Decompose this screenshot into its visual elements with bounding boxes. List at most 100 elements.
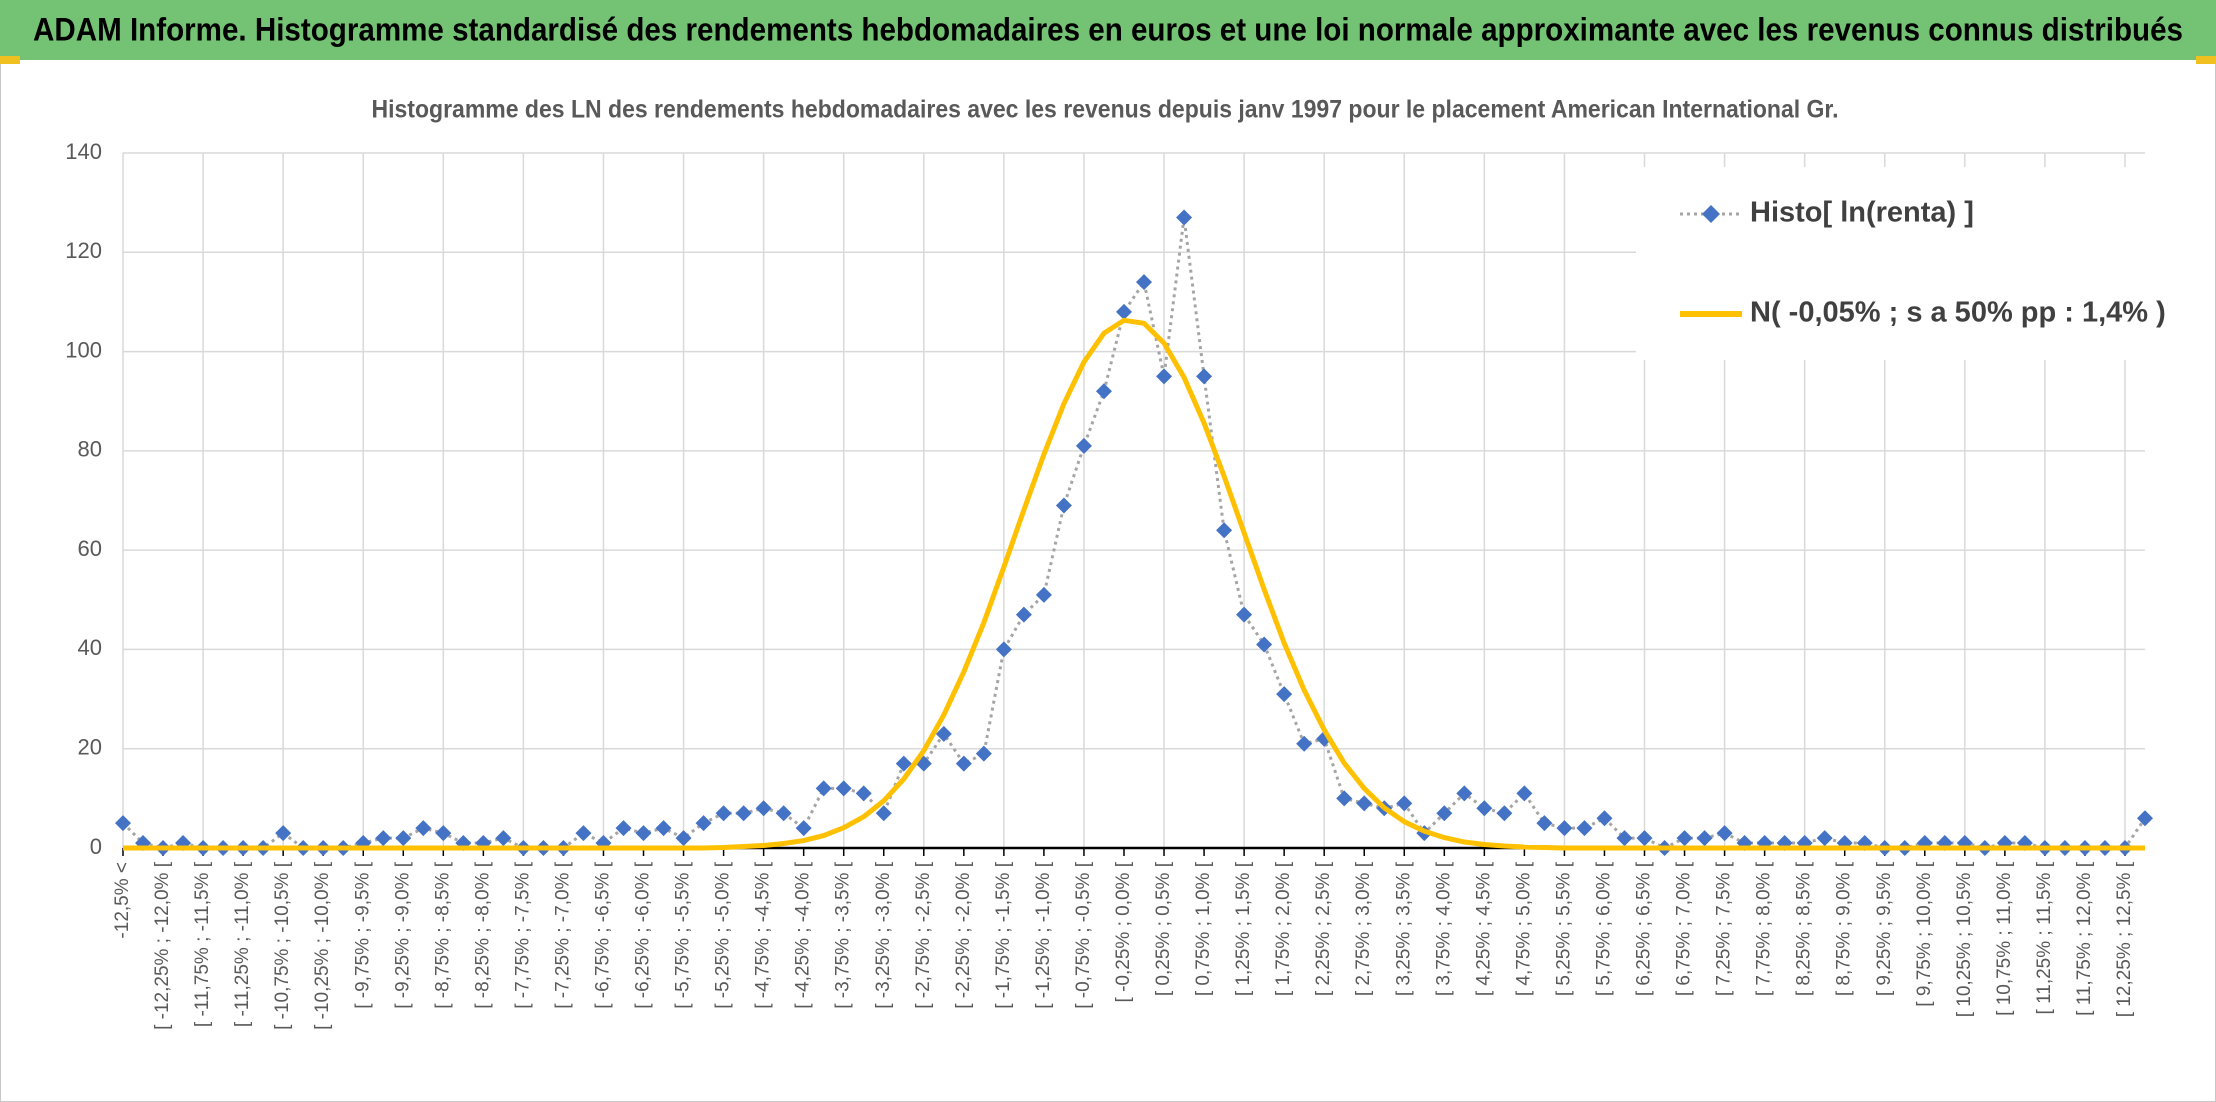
point [2137,810,2153,827]
point [795,820,812,837]
point [615,820,632,837]
point [1676,830,1693,847]
x-tick-label: [ 2,75% ; 3,0% [ [1353,861,1374,996]
point [1075,437,1092,454]
x-tick-label: -12,5% < [112,862,133,939]
point [115,815,131,832]
y-tick-label: 40 [78,635,102,660]
x-tick-label: [ 0,75% ; 1,0% [ [1193,861,1214,996]
point [1176,209,1193,226]
point [1276,686,1293,703]
x-tick-label: [ 11,75% ; 12,0% [ [2074,861,2095,1016]
point [1596,810,1613,827]
point [955,755,972,772]
x-tick-label: [ -12,25% ; -12,0% [ [152,861,173,1030]
x-tick-label: [ -4,25% ; -4,0% [ [793,861,814,1009]
x-tick-label: [ 7,75% ; 8,0% [ [1754,861,1775,996]
chart-title: Histogramme des LN des rendements hebdom… [372,96,1839,124]
x-tick-label: [ 4,75% ; 5,0% [ [1513,861,1534,996]
point [1576,820,1593,837]
point [1436,805,1453,822]
x-tick-label: [ -0,25% ; 0,0% [ [1113,861,1134,1002]
point [435,825,452,842]
point [675,830,692,847]
legend-label: N( -0,05% ; s a 50% pp : 1,4% ) [1750,297,2166,329]
x-tick-label: [ 8,25% ; 8,5% [ [1794,861,1815,996]
x-tick-label: [ -5,25% ; -5,0% [ [713,861,734,1009]
legend-box [1636,167,2204,360]
point [715,805,732,822]
point [975,745,992,762]
x-tick-label: [ -8,25% ; -8,0% [ [472,861,493,1009]
y-tick-label: 20 [78,735,102,760]
x-tick-label: [ -9,25% ; -9,0% [ [392,861,413,1009]
x-tick-label: [ -5,75% ; -5,5% [ [673,861,694,1009]
point [575,825,592,842]
x-tick-label: [ 1,75% ; 2,0% [ [1273,861,1294,996]
y-tick-label: 120 [65,238,102,263]
x-tick-label: [ -3,75% ; -3,5% [ [833,861,854,1009]
point [695,815,712,832]
x-tick-label: [ -2,75% ; -2,5% [ [913,861,934,1009]
header-bar [0,0,2216,60]
point [655,820,672,837]
point [1216,522,1233,539]
point [1336,790,1353,807]
corner [2196,56,2216,64]
point [635,825,652,842]
point [1035,586,1052,603]
x-tick-label: [ 12,25% ; 12,5% [ [2114,861,2135,1017]
x-tick-label: [ 5,75% ; 6,0% [ [1593,861,1614,996]
x-tick-label: [ -6,25% ; -6,0% [ [633,861,654,1009]
point [1556,820,1573,837]
x-tick-label: [ 5,25% ; 5,5% [ [1553,861,1574,996]
x-tick-label: [ -11,75% ; -11,5% [ [192,861,213,1027]
x-tick-label: [ 6,25% ; 6,5% [ [1634,861,1655,996]
legend-label: Histo[ ln(renta) ] [1750,197,1974,229]
corner [0,56,20,64]
x-tick-label: [ 10,25% ; 10,5% [ [1954,861,1975,1017]
point [1196,368,1213,385]
y-tick-label: 80 [78,437,102,462]
x-tick-label: [ 6,75% ; 7,0% [ [1674,861,1695,996]
point [495,830,512,847]
point [1396,795,1413,812]
x-tick-label: [ -7,25% ; -7,0% [ [552,861,573,1009]
point [1716,825,1733,842]
x-tick-label: [ 7,25% ; 7,5% [ [1714,861,1735,996]
point [1296,735,1313,752]
point [1536,815,1553,832]
x-tick-label: [ -3,25% ; -3,0% [ [873,861,894,1009]
point [1256,636,1273,653]
point [855,785,872,802]
x-tick-label: [ 1,25% ; 1,5% [ [1233,861,1254,996]
point [275,825,292,842]
point [935,725,952,742]
x-tick-label: [ -6,75% ; -6,5% [ [592,861,613,1009]
point [375,830,392,847]
x-tick-label: [ -10,75% ; -10,5% [ [272,861,293,1030]
x-tick-label: [ -0,75% ; -0,5% [ [1073,861,1094,1009]
point [1236,606,1253,623]
x-tick-label: [ -1,75% ; -1,5% [ [993,861,1014,1009]
x-tick-label: [ 10,75% ; 11,0% [ [1994,861,2015,1016]
x-tick-label: [ 3,75% ; 4,0% [ [1433,861,1454,996]
point [1156,368,1173,385]
point [1115,303,1132,320]
x-tick-label: [ -8,75% ; -8,5% [ [432,861,453,1009]
point [775,805,792,822]
point [395,830,412,847]
x-tick-label: [ 3,25% ; 3,5% [ [1393,861,1414,996]
y-tick-label: 60 [78,536,102,561]
y-tick-label: 0 [90,834,102,859]
x-tick-label: [ -7,75% ; -7,5% [ [512,861,533,1009]
x-tick-label: [ -1,25% ; -1,0% [ [1033,861,1054,1009]
y-tick-label: 140 [65,139,102,164]
point [1015,606,1032,623]
x-tick-label: [ 11,25% ; 11,5% [ [2034,861,2055,1014]
point [1095,383,1112,400]
point [1055,497,1072,514]
x-tick-label: [ 0,25% ; 0,5% [ [1153,861,1174,996]
point [995,641,1012,658]
point [1816,830,1833,847]
